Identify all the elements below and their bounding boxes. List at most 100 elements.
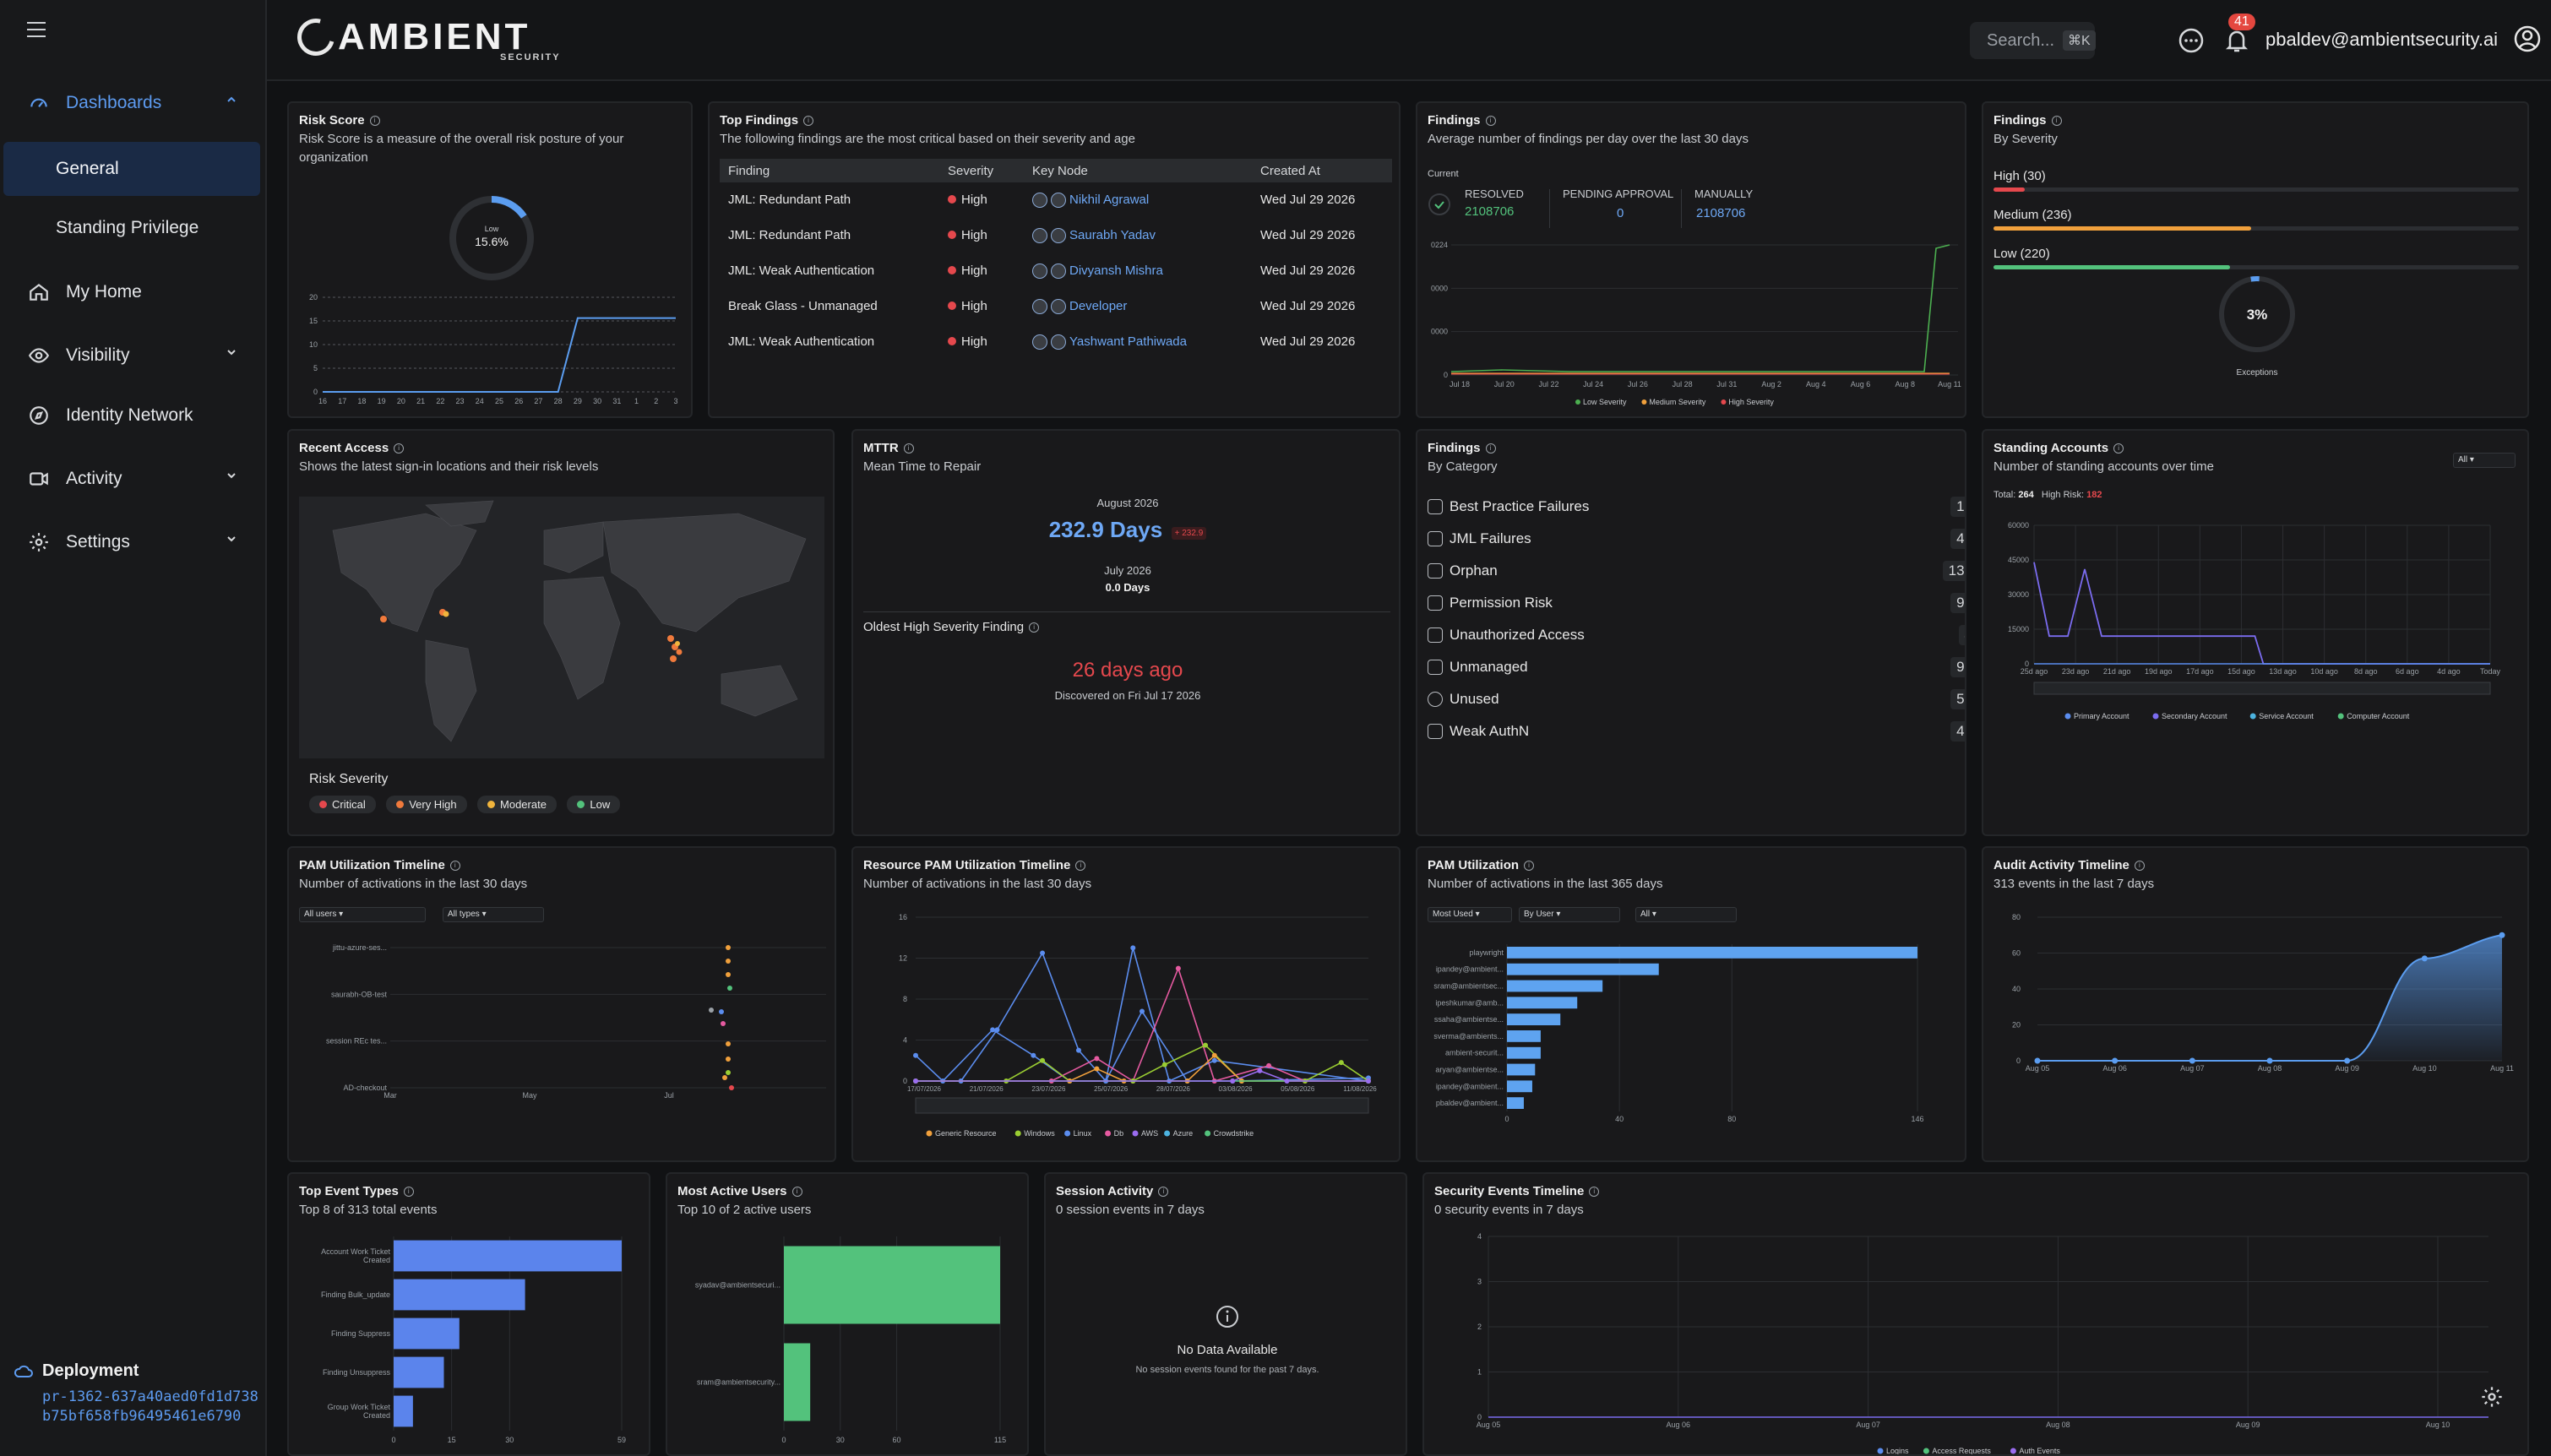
info-icon[interactable]: i (803, 115, 814, 126)
info-icon[interactable]: i (1029, 622, 1040, 633)
bell-icon[interactable] (2222, 25, 2252, 56)
x-tick-label: Aug 4 (1806, 380, 1826, 388)
table-row[interactable]: JML: Redundant Path High Saurabh Yadav W… (720, 223, 1392, 258)
info-icon[interactable]: i (449, 860, 460, 871)
access-marker[interactable] (676, 649, 683, 655)
legend-moderate[interactable]: Moderate (477, 796, 557, 813)
table-row[interactable]: JML: Weak Authentication High Divyansh M… (720, 258, 1392, 294)
table-row[interactable]: Break Glass - Unmanaged High Developer W… (720, 294, 1392, 329)
bar (1507, 1030, 1541, 1042)
users-filter-select[interactable]: All users ▾ (299, 907, 426, 922)
column-header[interactable]: Key Node (1032, 164, 1088, 178)
info-icon[interactable]: i (2051, 115, 2062, 126)
info-icon[interactable]: i (369, 115, 380, 126)
category-row[interactable]: Unmanaged95 (1428, 652, 1965, 682)
category-row[interactable]: Unused57 (1428, 684, 1965, 714)
x-tick-label: 16 (318, 397, 327, 405)
home-icon (25, 279, 52, 306)
user-email[interactable]: pbaldev@ambientsecurity.ai (2265, 29, 2499, 50)
mttr-current-value: 232.9 Days (1048, 517, 1163, 542)
filter-select[interactable]: All ▾ (1635, 907, 1737, 922)
access-marker[interactable] (667, 635, 674, 642)
settings-gear-icon[interactable] (2480, 1385, 2504, 1409)
info-icon[interactable]: i (2113, 443, 2124, 454)
access-marker[interactable] (443, 611, 449, 617)
sidebar-item-general[interactable]: General (3, 142, 260, 196)
key-node-link[interactable]: Divyansh Mishra (1069, 263, 1163, 278)
info-icon[interactable]: i (1158, 1186, 1169, 1197)
info-icon[interactable]: i (791, 1186, 802, 1197)
info-icon[interactable]: i (403, 1186, 414, 1197)
table-row[interactable]: JML: Weak Authentication High Yashwant P… (720, 329, 1392, 365)
risk-legend: Critical Very High Moderate Low (309, 796, 627, 813)
card-title: Audit Activity Timeline (1993, 858, 2129, 872)
legend-low[interactable]: Low (567, 796, 621, 813)
category-row[interactable]: JML Failures41 (1428, 524, 1965, 554)
key-node-link[interactable]: Yashwant Pathiwada (1069, 334, 1187, 349)
key-node-link[interactable]: Saurabh Yadav (1069, 228, 1156, 242)
chat-icon[interactable] (2176, 25, 2206, 56)
menu-icon[interactable] (27, 22, 46, 37)
group-by-select[interactable]: By User ▾ (1519, 907, 1620, 922)
legend-very-high[interactable]: Very High (386, 796, 467, 813)
sidebar-item-identity-network[interactable]: Identity Network (25, 397, 245, 434)
check-circle-icon (1428, 193, 1450, 215)
card-subtitle: Average number of findings per day over … (1428, 132, 1749, 146)
table-row[interactable]: JML: Redundant Path High Nikhil Agrawal … (720, 187, 1392, 223)
mttr-prev-month: July 2026 (1104, 564, 1151, 577)
access-marker[interactable] (675, 641, 680, 646)
severity-label: Low (220) (1993, 247, 2050, 261)
column-header[interactable]: Severity (948, 164, 994, 178)
y-tick-label: 0 (2025, 660, 2029, 668)
scatter-point (726, 1070, 731, 1075)
account-filter-select[interactable]: All ▾ (2453, 453, 2516, 468)
divider (1681, 189, 1682, 228)
sidebar-item-activity[interactable]: Activity (25, 460, 245, 497)
access-marker[interactable] (670, 655, 677, 662)
shield-icon (1428, 499, 1443, 514)
info-icon[interactable]: i (2134, 860, 2145, 871)
sort-select[interactable]: Most Used ▾ (1428, 907, 1512, 922)
legend-marker (2152, 713, 2159, 720)
category-row[interactable]: Permission Risk98 (1428, 588, 1965, 618)
info-icon[interactable]: i (1485, 115, 1496, 126)
category-row[interactable]: Best Practice Failures18 (1428, 492, 1965, 522)
series-line-secondary (2033, 562, 2490, 665)
category-row[interactable]: Unauthorized Access4 (1428, 620, 1965, 650)
info-icon[interactable]: i (1075, 860, 1086, 871)
info-icon[interactable]: i (1589, 1186, 1600, 1197)
data-point (990, 1027, 996, 1033)
column-header[interactable]: Created At (1260, 164, 1320, 178)
resolved-label: RESOLVED (1465, 187, 1524, 200)
world-map[interactable] (299, 497, 824, 758)
info-icon[interactable]: i (903, 443, 914, 454)
user-avatar-icon[interactable] (2512, 24, 2543, 54)
category-row[interactable]: Orphan130 (1428, 556, 1965, 586)
x-tick-label: 03/08/2026 (1219, 1085, 1254, 1093)
sidebar-item-visibility[interactable]: Visibility (25, 337, 245, 374)
sidebar-item-dashboards[interactable]: Dashboards (25, 84, 245, 122)
pam-timeline-chart: jittu-azure-ses... saurabh-OB-test session… (326, 943, 826, 1100)
greenland (425, 500, 494, 527)
sidebar-item-settings[interactable]: Settings (25, 524, 245, 561)
legend-critical[interactable]: Critical (309, 796, 376, 813)
category-row[interactable]: Weak AuthN43 (1428, 716, 1965, 747)
column-header[interactable]: Finding (728, 164, 770, 178)
pending-value: 0 (1617, 206, 1624, 220)
types-filter-select[interactable]: All types ▾ (443, 907, 544, 922)
info-icon[interactable]: i (394, 443, 405, 454)
sidebar-item-my-home[interactable]: My Home (25, 274, 245, 311)
access-marker[interactable] (380, 616, 387, 622)
x-tick-label: Aug 6 (1851, 380, 1871, 388)
key-node-link[interactable]: Developer (1069, 299, 1128, 313)
severity-bar (1993, 265, 2230, 269)
info-icon[interactable]: i (1524, 860, 1535, 871)
info-icon[interactable]: i (1485, 443, 1496, 454)
key-node-link[interactable]: Nikhil Agrawal (1069, 193, 1150, 207)
category-count: 4 (1958, 625, 1965, 645)
search-input[interactable]: Search... ⌘K (1970, 22, 2096, 59)
mttr-prev-value: 0.0 Days (1105, 581, 1150, 594)
y-tick-label: 40 (2012, 985, 2021, 993)
sidebar-item-standing-privilege[interactable]: Standing Privilege (3, 201, 260, 255)
x-tick-label: 22 (436, 397, 444, 405)
